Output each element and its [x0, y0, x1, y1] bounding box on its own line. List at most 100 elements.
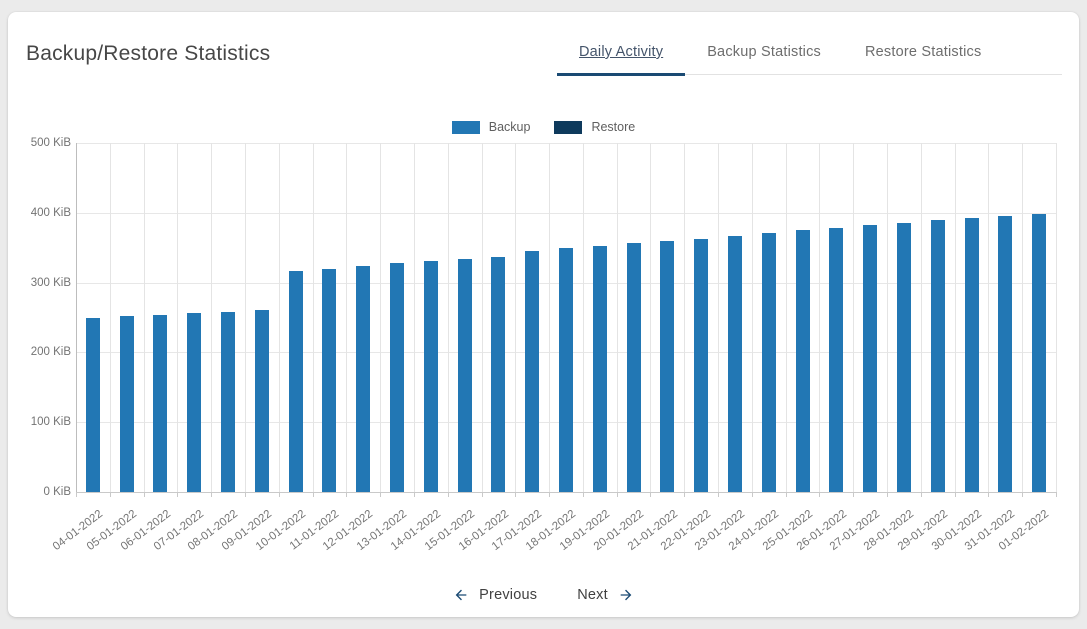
backup-bar[interactable] [423, 260, 438, 492]
plot-area [76, 143, 1057, 497]
backup-bar[interactable] [795, 230, 810, 492]
y-tick-label: 400 KiB [30, 206, 71, 219]
backup-bar[interactable] [525, 251, 540, 492]
h-gridline [76, 143, 1056, 144]
v-gridline [988, 143, 990, 492]
x-axis-tick [515, 492, 517, 497]
previous-label: Previous [479, 587, 538, 603]
active-tab-indicator [557, 73, 686, 76]
legend-label-backup: Backup [488, 120, 531, 134]
x-axis-tick [312, 492, 314, 497]
x-axis-tick [447, 492, 449, 497]
backup-bar[interactable] [356, 265, 371, 492]
tab-label: Restore Statistics [865, 44, 982, 60]
arrow-left-icon [453, 587, 469, 603]
backup-bar[interactable] [896, 223, 911, 492]
tab-bar: Daily Activity Backup Statistics Restore… [557, 30, 1062, 76]
x-axis-tick [751, 492, 753, 497]
x-axis-tick [413, 492, 415, 497]
backup-bar[interactable] [829, 228, 844, 492]
backup-bar[interactable] [1032, 213, 1047, 492]
v-gridline [549, 143, 551, 492]
backup-bar[interactable] [187, 313, 202, 492]
x-axis-tick [76, 492, 77, 497]
v-gridline [684, 143, 686, 492]
restore-swatch-icon [554, 120, 583, 134]
y-tick-label: 200 KiB [30, 346, 71, 359]
x-axis-tick [684, 492, 686, 497]
backup-bar[interactable] [457, 258, 472, 492]
backup-bar[interactable] [761, 233, 776, 492]
backup-bar[interactable] [694, 238, 709, 492]
h-gridline [76, 212, 1056, 214]
v-gridline [515, 143, 517, 492]
backup-bar[interactable] [85, 317, 100, 492]
y-axis-line [76, 143, 77, 492]
backup-bar[interactable] [491, 256, 506, 492]
backup-bar[interactable] [119, 316, 134, 492]
x-axis-tick [954, 492, 956, 497]
v-gridline [785, 143, 787, 492]
v-gridline [650, 143, 652, 492]
v-gridline [177, 143, 179, 492]
tab-restore-statistics[interactable]: Restore Statistics [843, 30, 1003, 74]
v-gridline [920, 143, 922, 492]
v-gridline [447, 143, 449, 492]
x-axis-tick [785, 492, 787, 497]
v-gridline [109, 143, 111, 492]
y-tick-label: 0 KiB [43, 486, 72, 498]
x-axis-tick [346, 492, 348, 497]
tab-daily-activity[interactable]: Daily Activity [557, 30, 686, 76]
next-button[interactable]: Next [577, 587, 634, 603]
page-title: Backup/Restore Statistics [26, 42, 271, 65]
backup-bar[interactable] [727, 235, 742, 492]
backup-bar[interactable] [390, 263, 405, 492]
tab-backup-statistics[interactable]: Backup Statistics [685, 30, 843, 74]
x-axis-tick [109, 492, 111, 497]
pager: Previous Next [8, 582, 1079, 608]
v-gridline [718, 143, 720, 492]
v-gridline [244, 143, 246, 492]
legend-item-backup: Backup [451, 120, 531, 134]
arrow-right-icon [618, 587, 634, 603]
v-gridline [616, 143, 618, 492]
v-gridline [887, 143, 889, 492]
previous-button[interactable]: Previous [453, 587, 537, 603]
backup-bar[interactable] [964, 218, 979, 492]
x-axis-labels: 04-01-2022 05-01-2022 06-01-2022 07-01-2022… [51, 500, 1056, 570]
x-axis-tick [853, 492, 855, 497]
v-gridline [278, 143, 280, 492]
x-axis-tick [1056, 492, 1057, 497]
x-axis-tick [244, 492, 246, 497]
backup-bar[interactable] [863, 225, 878, 492]
backup-bar[interactable] [221, 311, 236, 492]
x-axis-tick [887, 492, 889, 497]
x-axis-tick [143, 492, 145, 497]
backup-bar[interactable] [153, 314, 168, 492]
v-gridline [853, 143, 855, 492]
backup-bar[interactable] [930, 220, 945, 492]
chart-legend: Backup Restore [8, 120, 1079, 134]
tab-label: Backup Statistics [707, 44, 821, 60]
x-axis-tick [1022, 492, 1024, 497]
backup-bar[interactable] [626, 242, 641, 492]
v-gridline [143, 143, 145, 492]
backup-bar[interactable] [660, 240, 675, 492]
backup-bar[interactable] [592, 245, 607, 492]
backup-bar[interactable] [322, 268, 337, 492]
x-axis-tick [177, 492, 179, 497]
backup-bar[interactable] [254, 309, 269, 492]
v-gridline [481, 143, 483, 492]
x-axis-tick [650, 492, 652, 497]
v-gridline [582, 143, 584, 492]
backup-bar[interactable] [288, 270, 303, 492]
x-axis-tick [549, 492, 551, 497]
x-axis-tick [380, 492, 382, 497]
legend-label-restore: Restore [591, 120, 636, 134]
backup-bar[interactable] [559, 247, 573, 492]
tab-label: Daily Activity [579, 44, 664, 60]
backup-bar[interactable] [998, 215, 1013, 492]
v-gridline [954, 143, 956, 492]
x-axis-tick [920, 492, 922, 497]
y-axis-labels: 0 KiB 100 KiB 200 KiB 300 KiB 400 KiB 500 KiB [8, 137, 71, 498]
